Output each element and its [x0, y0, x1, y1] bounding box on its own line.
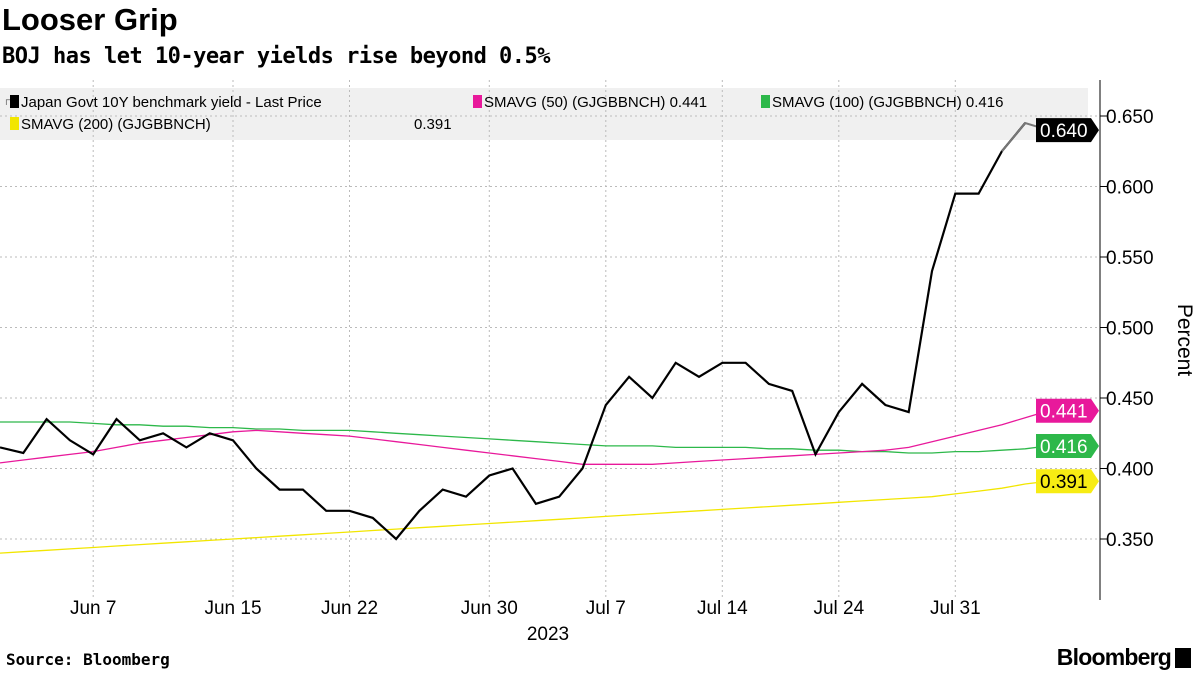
series-lines	[0, 121, 1049, 554]
legend: ⊓ Japan Govt 10Y benchmark yield - Last P…	[5, 94, 1003, 133]
legend-entry-value: 0.391	[414, 116, 452, 133]
legend-toggle-icon[interactable]: ⊓	[5, 97, 12, 107]
x-tick-label: Jun 30	[461, 598, 518, 619]
last-value-label: 0.640	[1040, 121, 1088, 142]
y-tick-label: 0.450	[1106, 389, 1154, 410]
x-tick-label: Jun 7	[70, 598, 116, 619]
x-tick-label: Jul 14	[697, 598, 748, 619]
last-value-label: 0.441	[1040, 402, 1088, 423]
y-tick-label: 0.650	[1106, 107, 1154, 128]
series-line-smavg-3	[0, 480, 1049, 554]
legend-swatch	[473, 95, 482, 108]
x-tick-label: Jul 7	[586, 598, 626, 619]
last-value-badge	[1036, 398, 1099, 423]
last-value-badges: 0.640 0.441 0.416 0.391	[1036, 118, 1099, 494]
legend-background	[0, 88, 1088, 140]
last-value-badge	[1036, 118, 1099, 143]
series-line-smavg-2	[0, 421, 1049, 454]
y-tick-label: 0.550	[1106, 248, 1154, 269]
bloomberg-logo: Bloomberg	[1057, 644, 1191, 671]
legend-entry-label: SMAVG (200) (GJGBBNCH)	[21, 116, 211, 133]
source-note: Source: Bloomberg	[6, 650, 170, 669]
x-tick-label: Jun 15	[204, 598, 261, 619]
last-value-label: 0.416	[1040, 437, 1088, 458]
y-tick-label: 0.350	[1106, 530, 1154, 551]
x-axis-year-label: 2023	[527, 624, 569, 645]
y-axis: 0.350 0.400 0.450 0.500 0.550 0.600 0.650	[1100, 107, 1154, 551]
series-line-smavg-1	[0, 410, 1049, 465]
legend-entry-label: SMAVG (100) (GJGBBNCH) 0.416	[772, 94, 1003, 111]
x-tick-label: Jul 31	[930, 598, 981, 619]
grid	[0, 80, 1100, 600]
y-tick-label: 0.400	[1106, 460, 1154, 481]
last-value-label: 0.391	[1040, 472, 1088, 493]
legend-swatch	[10, 95, 19, 108]
legend-swatch	[761, 95, 770, 108]
last-value-badge	[1036, 433, 1099, 458]
x-tick-label: Jul 24	[813, 598, 864, 619]
x-tick-label: Jun 22	[321, 598, 378, 619]
legend-entry-label: Japan Govt 10Y benchmark yield - Last Pr…	[21, 94, 322, 111]
series-line-yield	[0, 122, 1027, 541]
legend-entry-label: SMAVG (50) (GJGBBNCH) 0.441	[484, 94, 707, 111]
legend-swatch	[10, 117, 19, 130]
y-axis-label: Percent	[1173, 304, 1196, 377]
x-axis: Jun 7 Jun 15 Jun 22 Jun 30 Jul 7 Jul 14 Jul 24…	[70, 598, 981, 619]
chart-subtitle: BOJ has let 10-year yields rise beyond 0…	[2, 44, 551, 69]
y-tick-label: 0.500	[1106, 319, 1154, 340]
logo-mark-icon	[1175, 647, 1191, 668]
chart-title: Looser Grip	[2, 2, 178, 37]
last-value-badge	[1036, 469, 1099, 494]
logo-text: Bloomberg	[1056, 644, 1172, 670]
y-tick-label: 0.600	[1106, 178, 1154, 199]
